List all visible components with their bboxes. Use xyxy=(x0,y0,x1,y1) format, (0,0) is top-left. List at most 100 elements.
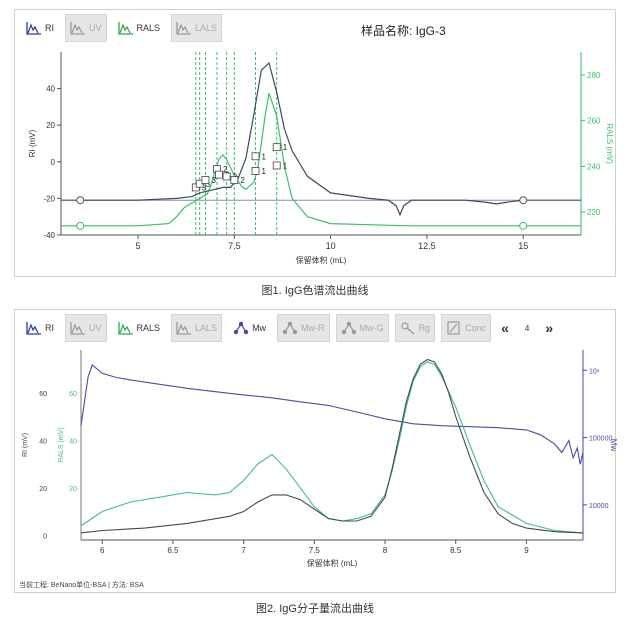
toolbar-button-label: Mw xyxy=(252,323,267,333)
rals-baseline-point xyxy=(76,221,85,230)
x-tick-label: 10 xyxy=(326,241,336,251)
conc-icon xyxy=(447,321,460,335)
ri-signal-icon xyxy=(26,22,41,35)
toolbar-button-label: LALS xyxy=(195,323,218,333)
peak-marker xyxy=(222,172,231,181)
lals-signal-icon xyxy=(176,22,192,35)
peak-marker-label: 2 xyxy=(223,165,228,174)
molecule-icon xyxy=(233,321,249,335)
toolbar-button-label: Rg xyxy=(418,323,431,333)
next-page-button[interactable]: » xyxy=(545,320,554,336)
mid-y-tick-label: 40 xyxy=(69,438,77,445)
x-tick-label: 5 xyxy=(136,241,141,251)
ri-signal-icon xyxy=(26,322,41,335)
signal-toolbar: RI UV RALS LALS Mw Mw-R Mw-G Rg Conc « 4 » xyxy=(15,310,615,346)
peak-marker xyxy=(230,176,239,185)
x-tick-label: 7.5 xyxy=(309,546,321,555)
peak-marker-label: 3 xyxy=(206,180,211,189)
right-y-tick-label: 10000 xyxy=(589,503,609,510)
baseline-point xyxy=(519,196,528,205)
lals-signal-icon xyxy=(176,322,192,335)
toolbar-button-label: RALS xyxy=(136,23,161,33)
toggle-lals-button[interactable]: LALS xyxy=(171,14,223,42)
ri-series-line xyxy=(80,358,584,534)
chromatogram-chart: 5 7.5 10 12.5 15 -40 -20 0 20 40 220 240 260 280 保留体积 … xyxy=(28,52,614,265)
toggle-rg-button[interactable]: Rg xyxy=(394,314,436,342)
ri-series-line xyxy=(61,61,581,217)
peak-marker-label: 2 xyxy=(240,176,245,185)
right-y-tick-label: 100000 xyxy=(589,436,612,443)
toolbar-button-label: RI xyxy=(45,323,54,333)
previous-page-button[interactable]: « xyxy=(501,320,509,336)
peak-marker xyxy=(272,161,281,170)
peak-marker-label: 1 xyxy=(262,152,267,161)
page-number: 4 xyxy=(524,323,530,333)
right-y-tick-label: 260 xyxy=(587,117,601,126)
peak-marker-label: 3 xyxy=(211,176,216,185)
rg-icon xyxy=(400,322,415,335)
peak-marker xyxy=(251,152,260,161)
rals-baseline-point xyxy=(519,221,528,230)
chromatogram-panel: RI UV RALS LALS 样品名称: IgG-3 5 7.5 10 12.5 15 -40… xyxy=(14,9,616,277)
right-y-axis-label: RALS (mV) xyxy=(605,123,614,164)
molecule-g-icon xyxy=(341,321,356,335)
x-tick-label: 6 xyxy=(100,546,105,555)
uv-signal-icon xyxy=(70,22,85,35)
rals-series-line xyxy=(80,361,584,534)
toggle-uv-button[interactable]: UV xyxy=(65,14,107,42)
left-y-tick-label: 20 xyxy=(39,486,47,493)
rals-signal-icon xyxy=(117,22,133,35)
left-y-tick-label: 0 xyxy=(43,533,47,540)
toggle-rals-button[interactable]: RALS xyxy=(113,314,166,342)
left-y-tick-label: 40 xyxy=(39,438,47,445)
toggle-mw-g-button[interactable]: Mw-G xyxy=(335,314,389,342)
toggle-uv-button[interactable]: UV xyxy=(65,314,107,342)
toggle-ri-button[interactable]: RI xyxy=(21,14,59,42)
right-y-tick-label: 220 xyxy=(587,208,601,217)
toolbar-button-label: LALS xyxy=(195,23,218,33)
left-y-tick-label: 40 xyxy=(46,85,55,94)
mw-series-line xyxy=(80,363,584,465)
toggle-lals-button[interactable]: LALS xyxy=(171,314,223,342)
sample-name: 样品名称: IgG-3 xyxy=(361,24,446,38)
toolbar-button-label: RI xyxy=(45,23,54,33)
peak-marker-label: 3 xyxy=(202,183,207,192)
x-tick-label: 12.5 xyxy=(418,241,436,251)
toolbar-button-label: Conc xyxy=(465,323,487,333)
toolbar-button-label: UV xyxy=(89,323,102,333)
peak-marker xyxy=(201,176,210,185)
right-y-tick-label: 10⁶ xyxy=(589,368,600,375)
rals-series-line xyxy=(61,93,581,227)
right-y-tick-label: 240 xyxy=(587,162,601,171)
x-axis-label: 保留体积 (mL) xyxy=(307,558,358,568)
x-axis-label: 保留体积 (mL) xyxy=(296,255,347,265)
x-tick-label: 9 xyxy=(524,546,529,555)
baseline-point xyxy=(76,196,85,205)
x-tick-label: 6.5 xyxy=(167,546,179,555)
left-y-tick-label: 0 xyxy=(51,158,56,167)
toggle-rals-button[interactable]: RALS xyxy=(113,14,166,42)
uv-signal-icon xyxy=(70,322,85,335)
signal-toolbar: RI UV RALS LALS xyxy=(15,10,615,46)
molecular-weight-panel: RI UV RALS LALS Mw Mw-R Mw-G Rg Conc « 4 » 6 6.5 7 7.5… xyxy=(14,309,618,593)
toggle-ri-button[interactable]: RI xyxy=(21,314,59,342)
left-y-axis-label: RI (mV) xyxy=(28,129,37,157)
x-tick-label: 7.5 xyxy=(228,241,241,251)
left-y-tick-label: 20 xyxy=(46,121,55,130)
mid-y-axis-label: RALS (mV) xyxy=(58,427,65,462)
toolbar-button-label: UV xyxy=(89,23,102,33)
left-y-tick-label: -40 xyxy=(43,231,55,240)
x-tick-label: 8 xyxy=(383,546,388,555)
toggle-mw-button[interactable]: Mw xyxy=(228,314,271,342)
peak-marker-label: 1 xyxy=(283,161,288,170)
toggle-mw-r-button[interactable]: Mw-R xyxy=(277,314,330,342)
molecule-r-icon xyxy=(282,321,298,335)
toolbar-button-label: Mw-R xyxy=(301,323,325,333)
left-y-axis-label: RI (mV) xyxy=(22,433,29,457)
project-footer: 当前工程: BeNano单位-BSA | 方法: BSA xyxy=(19,582,144,589)
peak-marker xyxy=(215,170,223,179)
mid-y-tick-label: 20 xyxy=(69,486,77,493)
left-y-tick-label: -20 xyxy=(43,194,55,203)
toggle-conc-button[interactable]: Conc xyxy=(441,314,492,342)
molecular-weight-chart: 6 6.5 7 7.5 8 8.5 9 0 20 40 60 20 40 60 10000 100000 10⁶… xyxy=(22,350,618,568)
